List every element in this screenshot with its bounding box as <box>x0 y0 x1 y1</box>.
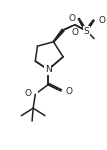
Text: O: O <box>71 28 78 38</box>
Text: O: O <box>98 16 105 25</box>
Polygon shape <box>53 29 64 42</box>
Text: N: N <box>45 65 51 74</box>
Text: N: N <box>45 65 51 74</box>
Text: S: S <box>84 27 90 36</box>
Text: O: O <box>24 89 31 98</box>
Text: O: O <box>68 14 75 23</box>
Text: O: O <box>65 87 72 96</box>
